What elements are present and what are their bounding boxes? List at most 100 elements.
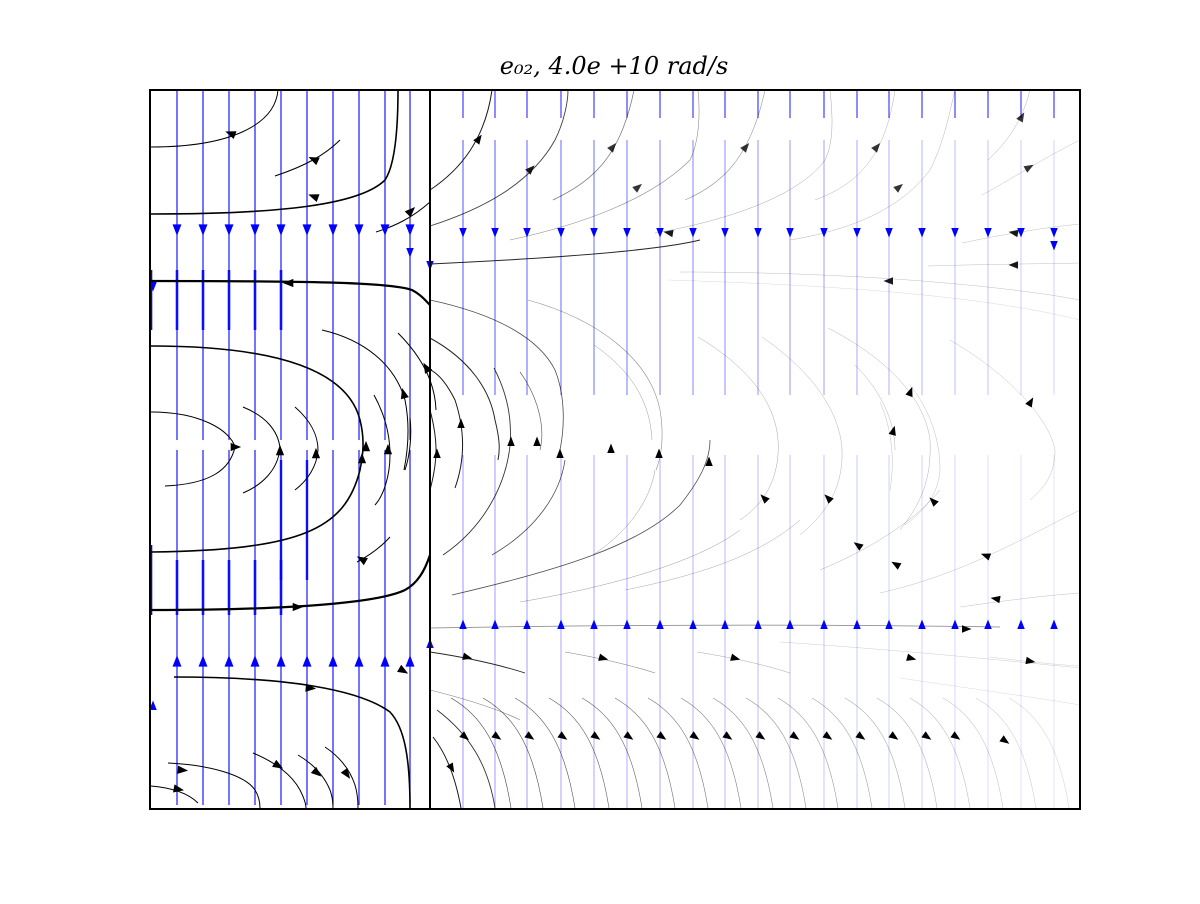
streamline bbox=[519, 371, 543, 451]
streamline-arrow bbox=[1023, 164, 1034, 173]
streamline-arrow bbox=[423, 362, 433, 374]
streamline bbox=[624, 519, 801, 591]
streamline bbox=[429, 89, 493, 191]
streamline-arrow bbox=[177, 765, 189, 774]
field-arrow bbox=[405, 655, 415, 667]
streamline-arrow bbox=[404, 206, 416, 218]
streamline bbox=[451, 439, 711, 596]
field-arrow bbox=[224, 224, 234, 236]
streamline-arrow bbox=[980, 553, 992, 561]
streamline bbox=[667, 279, 1081, 321]
plot-frame bbox=[149, 89, 1081, 810]
streamline-arrow bbox=[905, 386, 913, 398]
streamline bbox=[150, 411, 236, 487]
streamline bbox=[429, 651, 526, 674]
streamline-arrow bbox=[590, 731, 601, 740]
streamline bbox=[942, 697, 1004, 809]
streamline bbox=[679, 271, 1081, 301]
field-arrow bbox=[380, 655, 390, 667]
field-arrow bbox=[885, 228, 893, 238]
streamline bbox=[777, 697, 839, 809]
streamline-arrow bbox=[533, 436, 541, 446]
streamline-arrow bbox=[855, 731, 866, 740]
field-arrow bbox=[328, 224, 338, 236]
streamline bbox=[712, 697, 774, 809]
streamline bbox=[294, 406, 319, 491]
streamline-arrow bbox=[305, 683, 317, 692]
streamline-arrow bbox=[822, 731, 833, 740]
streamline-arrow bbox=[893, 183, 903, 193]
streamline-arrow bbox=[275, 444, 285, 456]
field-arrow bbox=[754, 619, 762, 629]
streamline bbox=[975, 697, 1037, 809]
streamline-arrow bbox=[740, 143, 750, 153]
streamline bbox=[324, 746, 359, 809]
streamline-arrow bbox=[607, 143, 617, 153]
streamline-arrow bbox=[607, 443, 615, 453]
streamline-arrow bbox=[655, 448, 663, 458]
streamline bbox=[904, 384, 941, 526]
field-arrow bbox=[302, 224, 312, 236]
streamline bbox=[509, 89, 700, 241]
field-arrow bbox=[786, 228, 794, 238]
field-arrow bbox=[405, 224, 415, 236]
streamline-arrow bbox=[906, 653, 917, 661]
streamline-arrow bbox=[457, 418, 465, 428]
streamline-arrow bbox=[1016, 112, 1025, 123]
streamline-arrow bbox=[1025, 656, 1036, 665]
field-arrow bbox=[918, 228, 926, 238]
streamline-arrow bbox=[656, 731, 667, 740]
streamline bbox=[593, 344, 653, 441]
streamline bbox=[252, 752, 307, 809]
streamline bbox=[373, 394, 391, 506]
field-arrow bbox=[224, 655, 234, 667]
streamline bbox=[321, 329, 409, 471]
streamline bbox=[745, 697, 807, 809]
streamline-arrow bbox=[871, 143, 881, 153]
streamline bbox=[424, 367, 463, 489]
field-arrow bbox=[250, 224, 260, 236]
streamline-arrow bbox=[598, 653, 609, 661]
streamline-arrow bbox=[999, 735, 1010, 744]
field-arrow bbox=[754, 228, 762, 238]
streamline bbox=[150, 89, 279, 148]
streamline bbox=[242, 406, 281, 494]
streamline bbox=[429, 337, 500, 461]
streamline-arrow bbox=[929, 497, 939, 507]
streamline bbox=[814, 89, 896, 201]
streamline bbox=[811, 697, 873, 809]
streamline bbox=[647, 697, 709, 809]
field-arrow bbox=[689, 619, 697, 629]
streamline bbox=[696, 651, 791, 674]
streamline bbox=[173, 676, 411, 809]
streamline bbox=[404, 417, 412, 471]
field-arrow bbox=[149, 282, 157, 292]
field-arrow bbox=[951, 228, 959, 238]
field-arrow bbox=[590, 228, 598, 238]
streamline bbox=[429, 409, 437, 491]
streamline-arrow bbox=[632, 183, 642, 193]
streamline-arrow bbox=[556, 448, 564, 458]
streamline-arrow bbox=[689, 731, 700, 740]
streamline bbox=[167, 762, 261, 809]
streamline-arrow bbox=[962, 625, 972, 633]
field-arrow bbox=[557, 619, 565, 629]
streamline bbox=[899, 677, 1081, 706]
streamline-arrow bbox=[853, 542, 864, 551]
field-arrow bbox=[172, 224, 182, 236]
streamline-arrow bbox=[722, 731, 733, 740]
streamline-arrow bbox=[292, 602, 304, 612]
streamline-arrow bbox=[433, 448, 441, 458]
streamline-arrow bbox=[525, 165, 535, 175]
field-line-layer bbox=[149, 90, 1055, 808]
streamline-arrow bbox=[755, 731, 766, 740]
field-arrow bbox=[276, 224, 286, 236]
streamline bbox=[927, 262, 1081, 267]
arrowhead-layer bbox=[149, 112, 1058, 793]
streamline bbox=[564, 651, 656, 674]
streamline-arrow bbox=[473, 134, 482, 145]
streamline bbox=[879, 509, 1081, 594]
streamline bbox=[879, 401, 893, 491]
field-arrow bbox=[302, 655, 312, 667]
field-arrow bbox=[820, 619, 828, 629]
